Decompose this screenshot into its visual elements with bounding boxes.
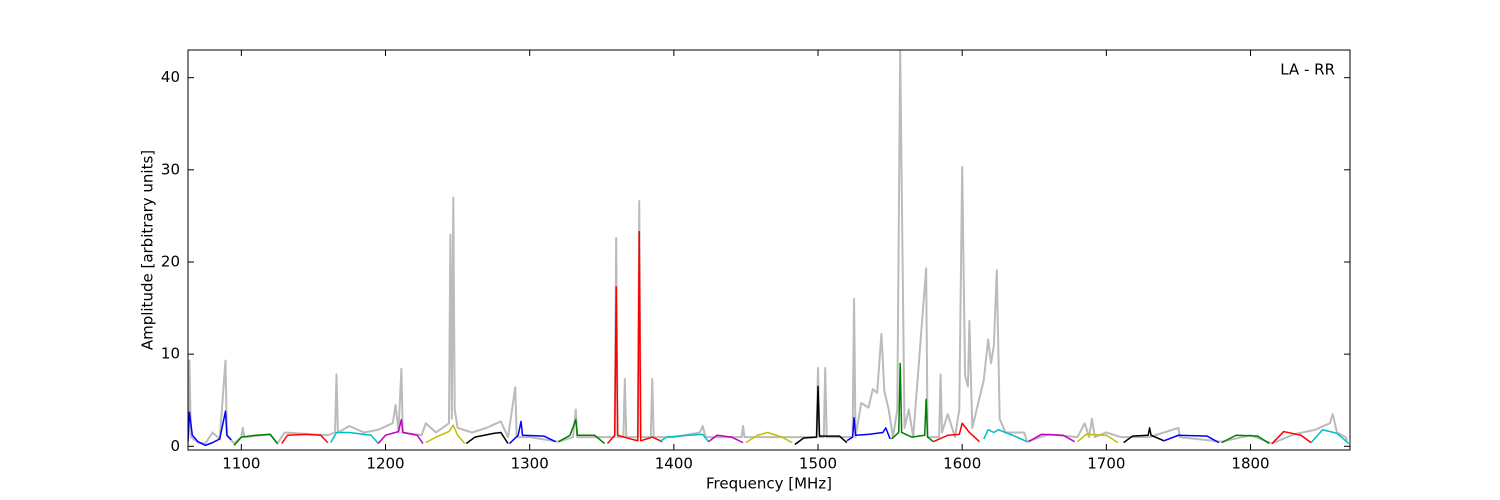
- x-tick-label: 1600: [943, 455, 981, 473]
- series-line: [508, 420, 556, 445]
- y-axis-label: Amplitude [arbitrary units]: [139, 150, 157, 350]
- x-tick-label: 1300: [511, 455, 549, 473]
- series-line: [377, 418, 424, 445]
- series-line: [1310, 428, 1350, 445]
- series-line: [1221, 434, 1270, 445]
- series-line: [330, 431, 379, 445]
- series-line: [659, 433, 710, 443]
- y-tick-label: 40: [161, 68, 180, 86]
- x-tick-label: 1500: [799, 455, 837, 473]
- series-line: [794, 385, 848, 446]
- series-line: [233, 433, 278, 446]
- series-line: [708, 434, 744, 444]
- series-line: [983, 428, 1028, 443]
- series-line: [425, 424, 466, 445]
- x-tick-label: 1200: [366, 455, 404, 473]
- series-line: [1077, 433, 1119, 444]
- plot-area: [188, 50, 1350, 447]
- annotation: LA - RR: [1280, 61, 1335, 79]
- plot-frame: [187, 49, 1351, 451]
- series-line: [1271, 430, 1312, 445]
- y-tick-label: 20: [161, 252, 180, 270]
- y-tick-label: 10: [161, 345, 180, 363]
- y-tick-label: 0: [170, 437, 180, 455]
- x-tick-label: 1100: [222, 455, 260, 473]
- series-line: [933, 422, 980, 443]
- series-line: [558, 418, 606, 445]
- y-tick-label: 30: [161, 160, 180, 178]
- series-line: [1123, 427, 1165, 444]
- series-line: [188, 410, 232, 447]
- series-line: [745, 431, 793, 444]
- x-axis-label: Frequency [MHz]: [706, 475, 832, 493]
- series-line: [846, 416, 891, 442]
- x-tick-label: 1400: [655, 455, 693, 473]
- series-line: [188, 50, 1349, 445]
- x-tick-label: 1800: [1231, 455, 1269, 473]
- series-line: [606, 230, 663, 445]
- series-line: [465, 431, 509, 445]
- series-line: [281, 433, 329, 444]
- series-line: [891, 362, 934, 443]
- series-line: [1028, 433, 1076, 443]
- series-line: [1163, 434, 1220, 444]
- x-tick-label: 1700: [1087, 455, 1125, 473]
